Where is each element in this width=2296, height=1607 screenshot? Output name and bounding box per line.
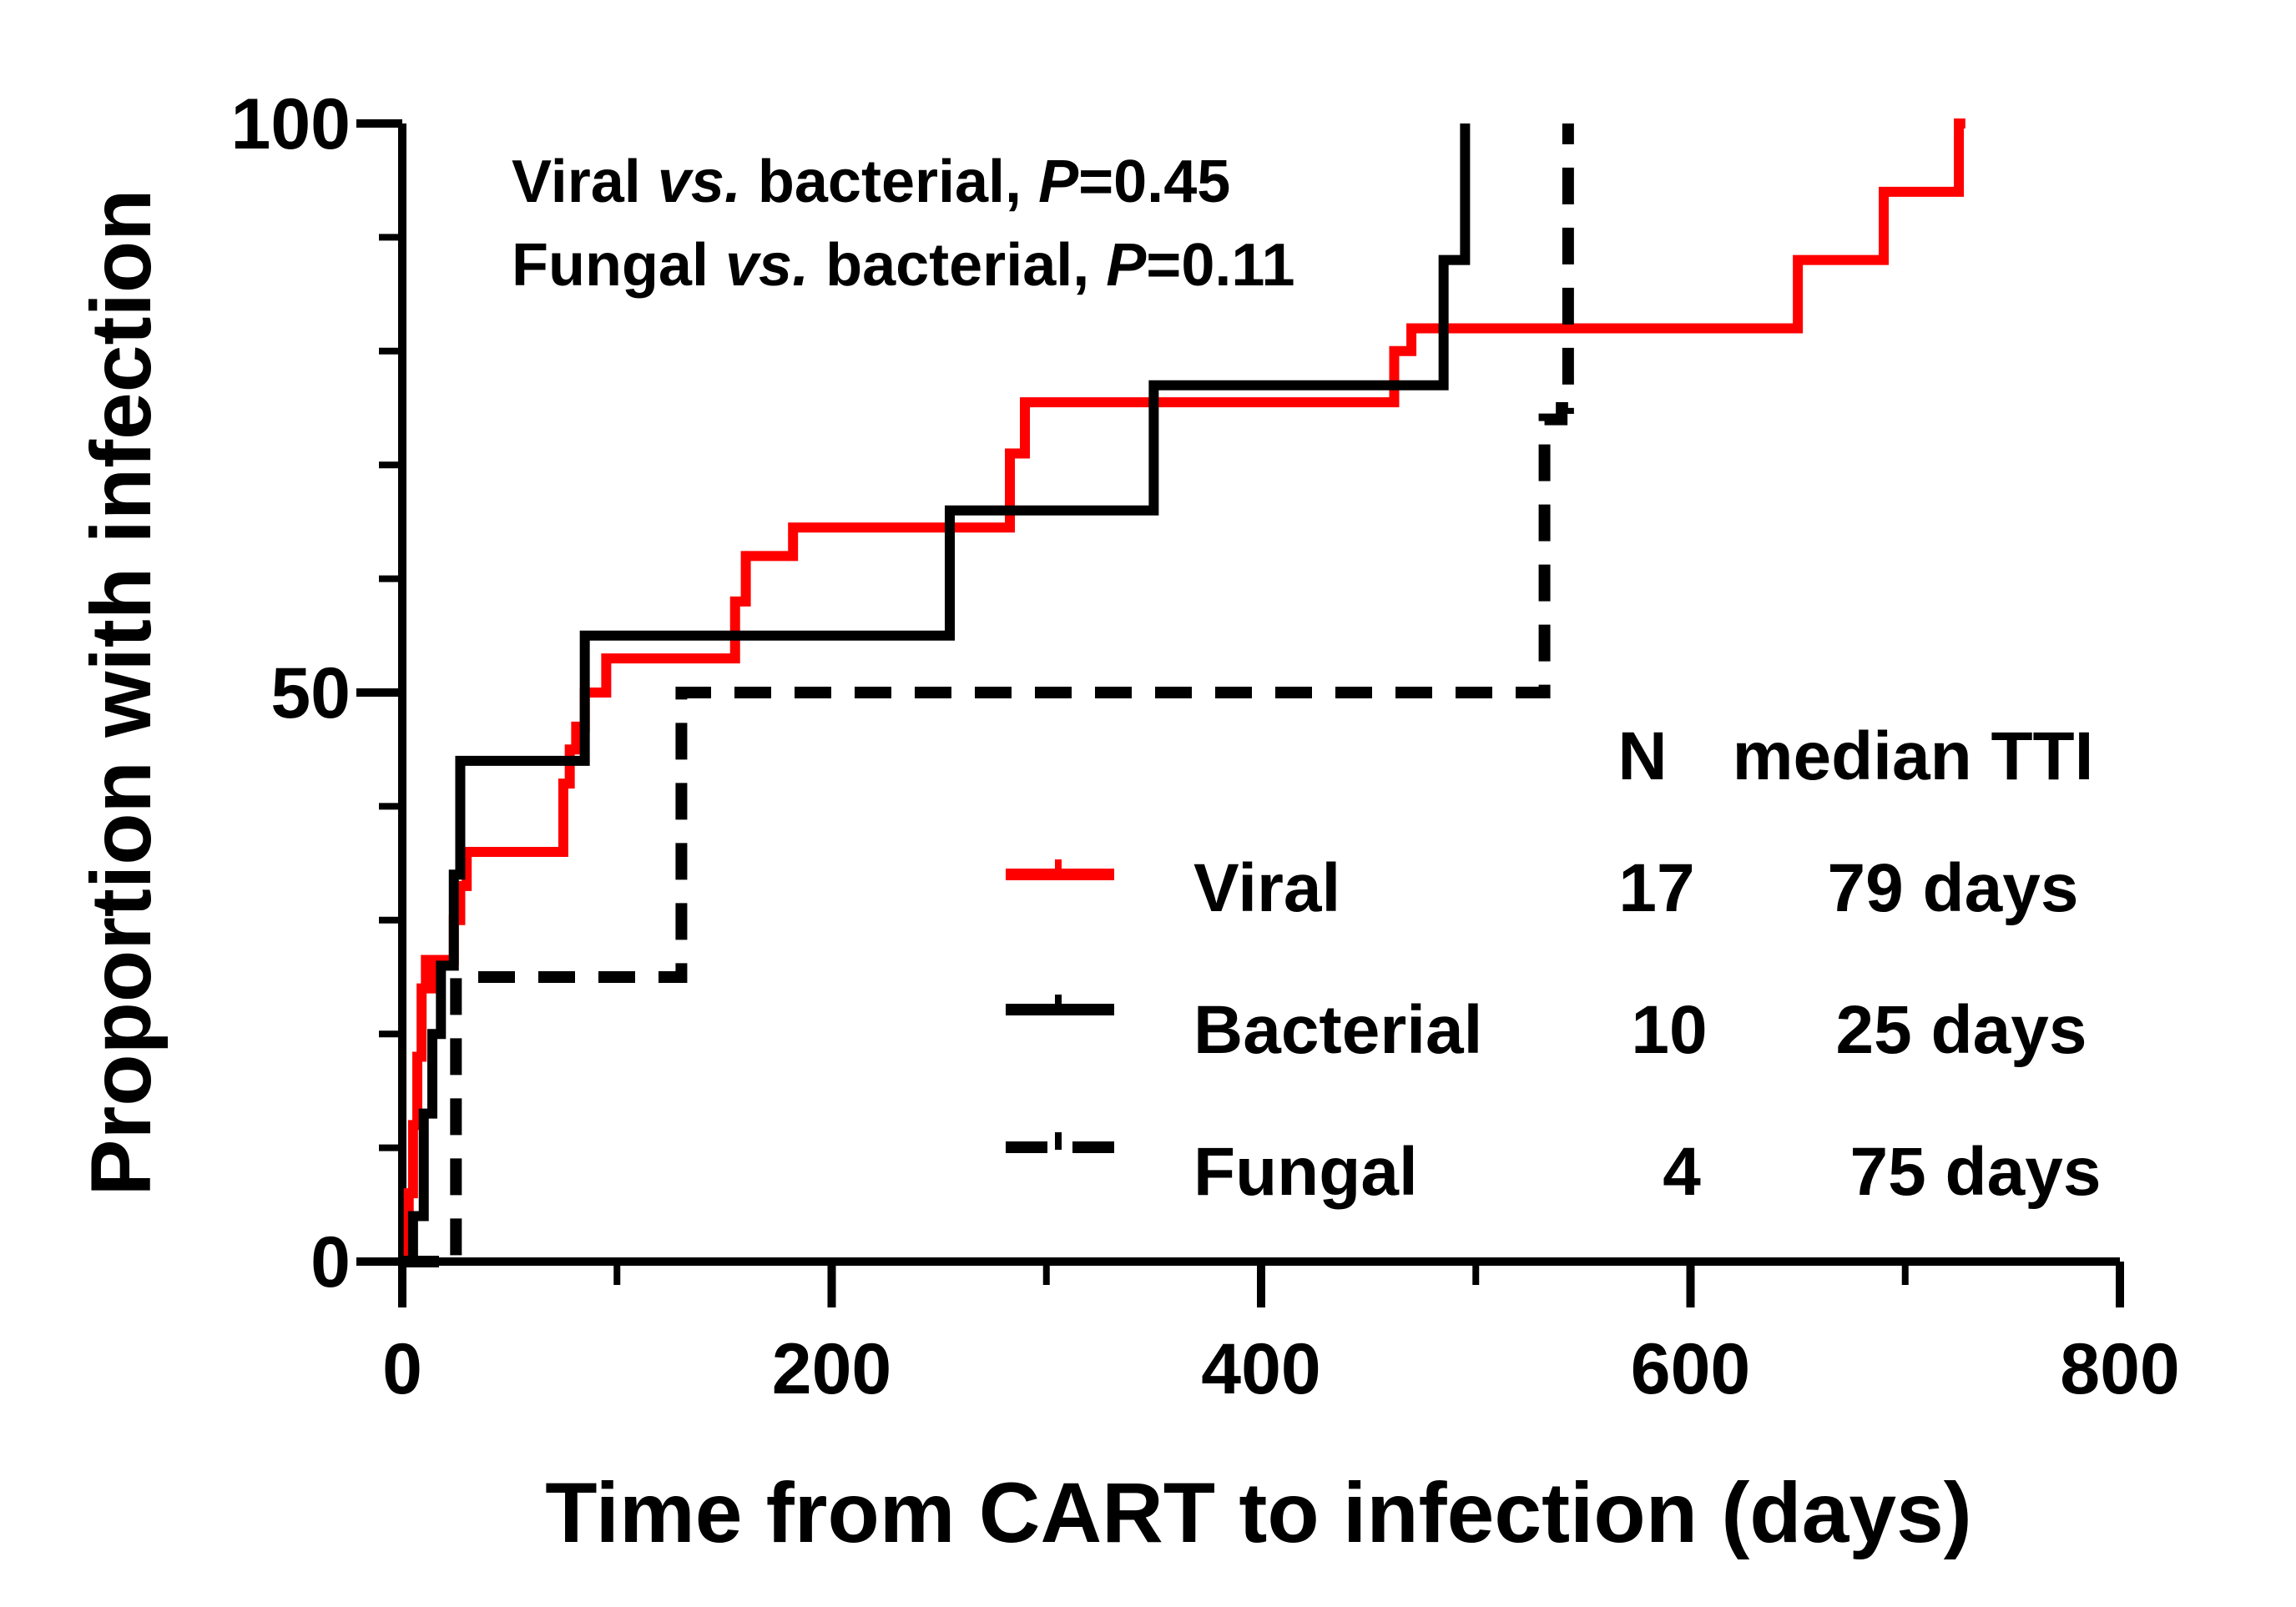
annotation-2-prefix: Fungal (512, 232, 725, 299)
annotation-1-middle: bacterial, (741, 149, 1038, 215)
series-line-fungal (402, 123, 1574, 1267)
legend-label-bacterial: Bacterial (1193, 992, 1482, 1068)
legend-entry-viral: Viral 17 79 days (1006, 850, 2078, 926)
y-ticks: 0 50 100 (231, 84, 402, 1302)
x-minor-ticks (613, 1262, 1909, 1285)
legend-header-median: median TTI (1733, 718, 2094, 794)
annotation-1-prefix: Viral (512, 149, 658, 215)
annotation-1-p: P (1038, 149, 1079, 215)
x-tick-label: 800 (2060, 1329, 2180, 1409)
x-tick-label: 400 (1201, 1329, 1321, 1409)
annotation-2-value: =0.11 (1146, 232, 1294, 299)
legend-entry-fungal: Fungal 4 75 days (1006, 1132, 2101, 1210)
y-minor-ticks (379, 234, 402, 1151)
annotation-2-vs: vs. (725, 232, 809, 299)
legend-n-fungal: 4 (1663, 1134, 1701, 1210)
y-tick-label: 0 (310, 1222, 351, 1302)
series-line-bacterial (402, 123, 1471, 1267)
legend-n-bacterial: 10 (1631, 992, 1707, 1068)
legend-header-n: N (1617, 718, 1667, 794)
y-tick-label: 100 (231, 84, 351, 164)
series-line-viral (402, 118, 1965, 1267)
pvalue-annotation-viral: Viral vs. bacterial, P=0.45 (512, 149, 1230, 215)
series-layer (402, 118, 1965, 1267)
x-ticks: 0 200 400 600 800 (382, 1262, 2180, 1409)
annotation-2-middle: bacterial, (809, 232, 1106, 299)
legend-label-fungal: Fungal (1193, 1134, 1418, 1210)
y-axis-label: Proportion with infection (73, 189, 169, 1196)
y-tick-label: 50 (270, 653, 351, 733)
x-tick-label: 0 (382, 1329, 422, 1409)
annotation-2-p: P (1106, 232, 1147, 299)
annotation-1-vs: vs. (658, 149, 741, 215)
legend-median-fungal: 75 days (1850, 1134, 2102, 1210)
legend-median-bacterial: 25 days (1836, 992, 2087, 1068)
pvalue-annotation-fungal: Fungal vs. bacterial, P=0.11 (512, 232, 1295, 299)
x-tick-label: 200 (772, 1329, 892, 1409)
x-tick-label: 600 (1631, 1329, 1751, 1409)
x-axis-label: Time from CART to infection (days) (545, 1465, 1972, 1560)
legend-n-viral: 17 (1618, 850, 1694, 926)
annotation-1-value: =0.45 (1078, 149, 1230, 215)
legend-label-viral: Viral (1193, 850, 1340, 926)
legend: N median TTI Viral 17 79 days Bacterial … (1006, 718, 2101, 1210)
legend-median-viral: 79 days (1828, 850, 2079, 926)
legend-entry-bacterial: Bacterial 10 25 days (1006, 992, 2087, 1068)
